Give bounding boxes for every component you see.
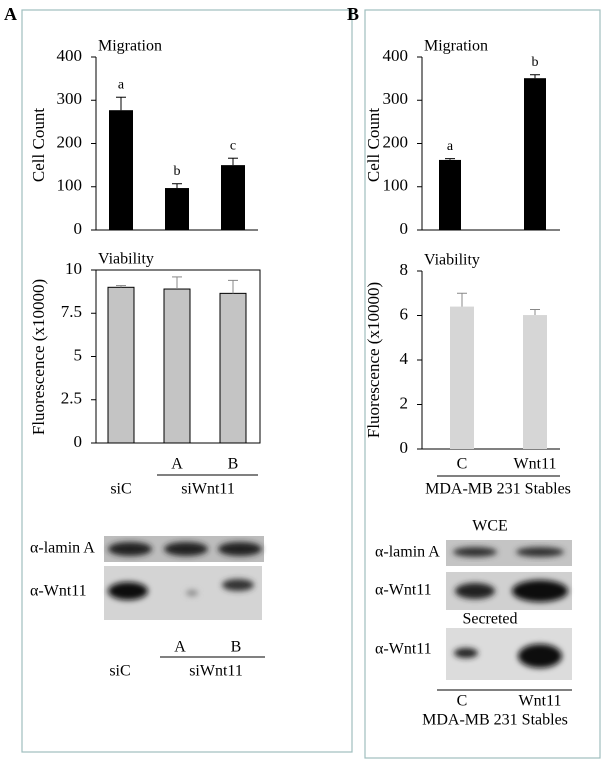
blot-section: WCE (472, 518, 508, 535)
y-tick-label: 0 (400, 438, 409, 457)
bar (107, 286, 135, 444)
bar (523, 315, 547, 449)
annotation: a (447, 139, 454, 154)
y-tick-label: 2 (400, 393, 409, 412)
bar (163, 288, 191, 444)
blot-bands (454, 644, 562, 668)
bar (524, 78, 546, 230)
y-tick-label: 10 (65, 259, 82, 278)
x-tick-label: Wnt11 (514, 456, 557, 473)
annotation: c (230, 138, 236, 153)
y-tick-label: 100 (383, 176, 409, 195)
y-tick-label: 0 (400, 219, 409, 238)
x-tick-label: siC (110, 481, 131, 498)
lane-label: Wnt11 (519, 693, 562, 710)
bar (221, 165, 245, 230)
lane-label: A (174, 639, 186, 656)
blot-row-label: α-Wnt11 (375, 641, 432, 658)
annotation: a (118, 77, 125, 92)
blot-section: Secreted (462, 611, 517, 628)
blot-row-label: α-lamin A (375, 544, 440, 561)
bar (165, 188, 189, 230)
panel-frame (21, 9, 353, 753)
group-label: MDA-MB 231 Stables (422, 712, 568, 729)
y-tick-label: 8 (400, 260, 409, 279)
y-tick-label: 300 (383, 89, 409, 108)
blot-row-label: α-Wnt11 (30, 583, 87, 600)
y-tick-label: 300 (57, 89, 83, 108)
y-tick-label: 200 (383, 132, 409, 151)
blot-bands (453, 547, 564, 557)
blot-row-label: α-lamin A (30, 540, 95, 557)
lane-label: B (231, 639, 242, 656)
blot-bands (455, 580, 568, 602)
panel-label: A (4, 4, 17, 24)
bar (109, 110, 133, 230)
y-tick-label: 200 (57, 132, 83, 151)
blot-bands (108, 542, 262, 556)
y-axis-label: Fluorescence (x10000) (29, 279, 48, 435)
lane-label: C (457, 693, 468, 710)
y-axis-label: Cell Count (364, 108, 383, 182)
chart-title: Migration (98, 38, 162, 55)
y-tick-label: 100 (57, 176, 83, 195)
y-tick-label: 5 (74, 345, 83, 364)
chart-title: Migration (424, 38, 488, 55)
panel-frame (364, 9, 601, 759)
y-tick-label: 2.5 (61, 389, 82, 408)
lane-label: siC (109, 663, 130, 680)
chart-title: Viability (424, 252, 480, 269)
group-label: siWnt11 (189, 663, 243, 680)
y-tick-label: 0 (74, 432, 83, 451)
x-tick-label: C (457, 456, 468, 473)
y-tick-label: 0 (74, 219, 83, 238)
panel-label: B (347, 4, 359, 24)
bar (219, 292, 247, 444)
blot-bands (108, 579, 254, 600)
blot-row-label: α-Wnt11 (375, 582, 432, 599)
y-tick-label: 7.5 (61, 302, 82, 321)
group-label: siWnt11 (181, 481, 235, 498)
annotation: b (532, 55, 539, 70)
x-tick-label: A (171, 456, 183, 473)
chart-title: Viability (98, 251, 154, 268)
y-tick-label: 4 (400, 349, 409, 368)
y-tick-label: 6 (400, 304, 409, 323)
x-tick-label: B (228, 456, 239, 473)
y-tick-label: 400 (383, 46, 409, 65)
bar (439, 159, 461, 230)
y-axis-label: Fluorescence (x10000) (364, 282, 383, 438)
bar (450, 306, 474, 449)
group-label: MDA-MB 231 Stables (425, 481, 571, 498)
y-axis-label: Cell Count (29, 108, 48, 182)
y-tick-label: 400 (57, 46, 83, 65)
annotation: b (174, 164, 181, 179)
